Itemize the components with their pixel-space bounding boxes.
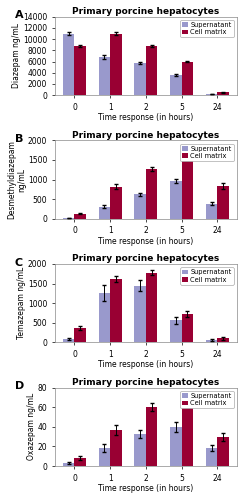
- Bar: [146, 46, 157, 95]
- Bar: [110, 430, 122, 466]
- Text: A: A: [15, 10, 23, 20]
- Title: Primary porcine hepatocytes: Primary porcine hepatocytes: [72, 378, 220, 387]
- X-axis label: Time response (in hours): Time response (in hours): [98, 360, 193, 370]
- Text: C: C: [15, 258, 23, 268]
- Bar: [110, 279, 122, 342]
- Bar: [74, 458, 86, 466]
- Text: B: B: [15, 134, 23, 144]
- Bar: [170, 181, 182, 219]
- Y-axis label: Temazepam ng/mL: Temazepam ng/mL: [17, 267, 26, 340]
- Bar: [99, 206, 110, 219]
- X-axis label: Time response (in hours): Time response (in hours): [98, 113, 193, 122]
- Bar: [182, 314, 193, 342]
- X-axis label: Time response (in hours): Time response (in hours): [98, 484, 193, 493]
- Bar: [99, 293, 110, 343]
- Title: Primary porcine hepatocytes: Primary porcine hepatocytes: [72, 254, 220, 263]
- Bar: [146, 272, 157, 342]
- Bar: [63, 463, 74, 466]
- Y-axis label: Oxazepam ng/mL: Oxazepam ng/mL: [27, 393, 36, 460]
- Title: Primary porcine hepatocytes: Primary porcine hepatocytes: [72, 7, 220, 16]
- Bar: [134, 286, 146, 343]
- Bar: [146, 407, 157, 466]
- Bar: [63, 34, 74, 95]
- Bar: [134, 434, 146, 466]
- Legend: Supernatant, Cell matrix: Supernatant, Cell matrix: [181, 268, 234, 284]
- Bar: [182, 62, 193, 95]
- Bar: [74, 46, 86, 95]
- Bar: [217, 92, 229, 95]
- Text: D: D: [15, 382, 24, 392]
- Bar: [134, 62, 146, 95]
- Bar: [206, 94, 217, 95]
- Bar: [170, 320, 182, 342]
- Y-axis label: Desmethyldiazepam
ng/mL: Desmethyldiazepam ng/mL: [7, 140, 26, 219]
- Bar: [99, 448, 110, 466]
- Y-axis label: Diazepam ng/mL: Diazepam ng/mL: [12, 24, 21, 88]
- Legend: Supernatant, Cell matrix: Supernatant, Cell matrix: [181, 144, 234, 161]
- Bar: [206, 448, 217, 466]
- Legend: Supernatant, Cell matrix: Supernatant, Cell matrix: [181, 391, 234, 408]
- Bar: [217, 186, 229, 219]
- Bar: [99, 57, 110, 95]
- Bar: [182, 400, 193, 466]
- Bar: [63, 340, 74, 342]
- Title: Primary porcine hepatocytes: Primary porcine hepatocytes: [72, 130, 220, 140]
- Bar: [63, 218, 74, 219]
- Bar: [217, 338, 229, 342]
- Bar: [206, 340, 217, 342]
- Legend: Supernatant, Cell matrix: Supernatant, Cell matrix: [181, 20, 234, 38]
- Bar: [182, 157, 193, 219]
- Bar: [170, 427, 182, 466]
- Bar: [146, 169, 157, 219]
- Bar: [206, 204, 217, 219]
- Bar: [110, 34, 122, 95]
- X-axis label: Time response (in hours): Time response (in hours): [98, 237, 193, 246]
- Bar: [217, 436, 229, 466]
- Bar: [134, 194, 146, 219]
- Bar: [110, 186, 122, 219]
- Bar: [74, 214, 86, 219]
- Bar: [74, 328, 86, 342]
- Bar: [170, 75, 182, 95]
